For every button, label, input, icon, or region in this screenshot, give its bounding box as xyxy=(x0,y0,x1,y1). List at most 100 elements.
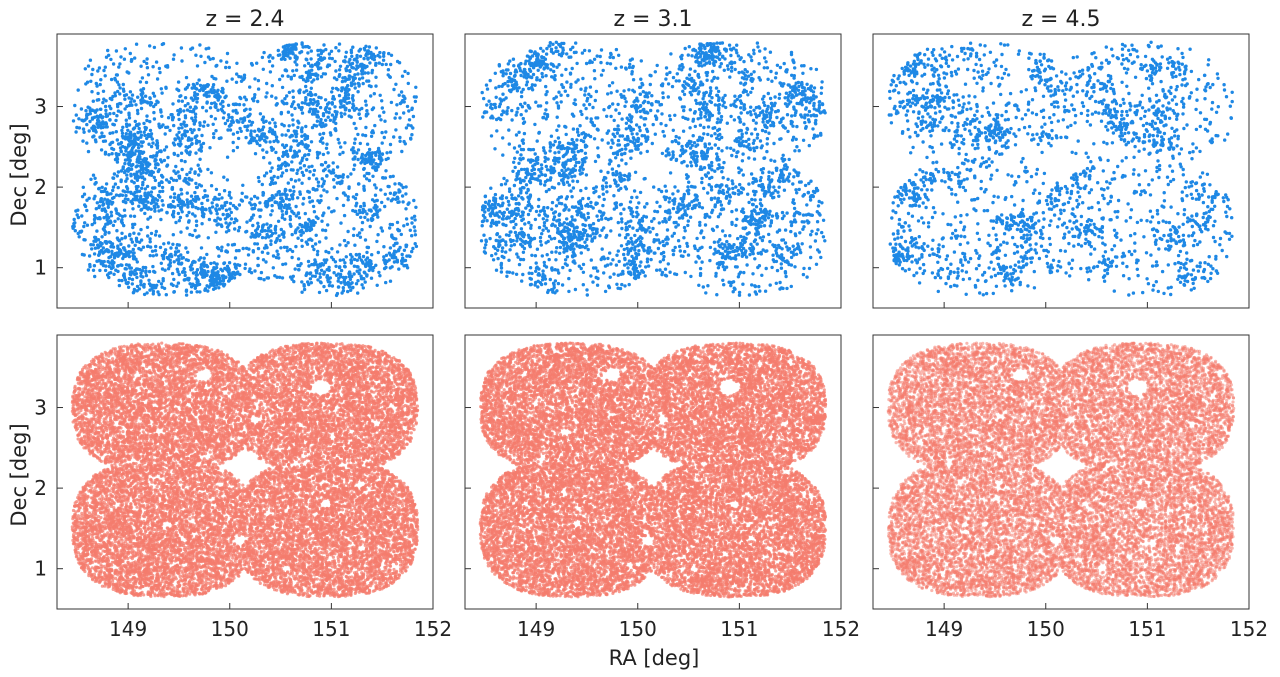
data-point xyxy=(324,123,327,126)
data-point xyxy=(547,229,550,232)
data-point xyxy=(640,142,643,145)
data-point xyxy=(374,76,377,79)
data-point xyxy=(312,224,315,227)
data-point xyxy=(179,123,182,126)
data-point xyxy=(269,170,272,173)
data-point xyxy=(309,64,312,67)
data-point xyxy=(395,242,398,245)
data-point xyxy=(410,216,413,219)
data-point xyxy=(307,238,310,241)
data-point xyxy=(785,211,788,214)
data-point xyxy=(158,71,161,74)
data-point xyxy=(541,269,544,272)
data-point xyxy=(136,96,139,99)
data-point xyxy=(301,245,304,248)
data-point xyxy=(687,53,690,56)
data-point xyxy=(485,103,488,106)
data-point xyxy=(374,151,377,154)
data-point xyxy=(384,130,387,133)
data-point xyxy=(231,77,234,80)
data-point xyxy=(495,96,498,99)
data-point xyxy=(498,235,501,238)
data-point xyxy=(572,127,575,130)
data-point xyxy=(232,141,235,144)
data-point xyxy=(271,56,274,59)
data-point xyxy=(213,89,216,92)
data-point xyxy=(685,144,688,147)
data-point xyxy=(716,240,719,243)
data-point xyxy=(111,197,114,200)
data-point xyxy=(242,247,245,250)
data-point xyxy=(176,198,179,201)
data-point xyxy=(734,185,737,188)
data-point xyxy=(298,190,301,193)
data-point xyxy=(152,92,155,95)
data-point xyxy=(254,152,257,155)
data-point xyxy=(504,224,507,227)
data-point xyxy=(693,70,696,73)
data-point xyxy=(152,154,155,157)
data-point xyxy=(295,135,298,138)
data-point xyxy=(310,140,313,143)
data-point xyxy=(257,208,260,211)
data-point xyxy=(198,140,201,143)
data-point xyxy=(529,266,532,269)
data-point xyxy=(315,215,318,218)
data-point xyxy=(109,219,112,222)
data-point xyxy=(253,269,256,272)
data-point xyxy=(92,134,95,137)
data-point xyxy=(94,140,97,143)
data-point xyxy=(332,178,335,181)
data-point xyxy=(543,261,546,264)
data-point xyxy=(160,115,163,118)
data-point xyxy=(572,230,575,233)
data-point xyxy=(216,246,219,249)
data-point xyxy=(519,189,522,192)
data-point xyxy=(788,172,791,175)
data-point xyxy=(319,49,322,52)
data-point xyxy=(378,61,381,64)
data-point xyxy=(768,210,771,213)
data-point xyxy=(808,267,811,270)
data-point xyxy=(387,185,390,188)
data-point xyxy=(249,235,252,238)
data-point xyxy=(319,194,322,197)
data-point xyxy=(152,111,155,114)
data-point xyxy=(330,247,333,250)
data-point xyxy=(398,246,401,249)
data-point xyxy=(370,253,373,256)
data-point xyxy=(605,185,608,188)
data-point xyxy=(678,67,681,70)
data-point xyxy=(721,279,724,282)
data-point xyxy=(724,234,727,237)
data-point xyxy=(262,258,265,261)
data-point xyxy=(802,225,805,228)
data-point xyxy=(179,253,182,256)
data-point xyxy=(287,44,290,47)
data-point xyxy=(252,250,255,253)
data-point xyxy=(175,246,178,249)
data-point xyxy=(810,230,813,233)
data-point xyxy=(88,129,91,132)
data-point xyxy=(226,119,229,122)
data-point xyxy=(396,197,399,200)
data-point xyxy=(355,282,358,285)
data-point xyxy=(344,276,347,279)
data-point xyxy=(722,265,725,268)
data-point xyxy=(314,93,317,96)
data-point xyxy=(409,229,412,232)
data-point xyxy=(272,140,275,143)
data-point xyxy=(652,217,655,220)
data-point xyxy=(241,117,244,120)
data-point xyxy=(183,160,186,163)
data-point xyxy=(161,199,164,202)
data-point xyxy=(684,229,687,232)
data-point xyxy=(214,129,217,132)
data-point xyxy=(130,97,133,100)
data-point xyxy=(267,198,270,201)
data-point xyxy=(667,262,670,265)
data-point xyxy=(539,236,542,239)
data-point xyxy=(148,163,151,166)
data-point xyxy=(129,214,132,217)
data-point xyxy=(383,205,386,208)
